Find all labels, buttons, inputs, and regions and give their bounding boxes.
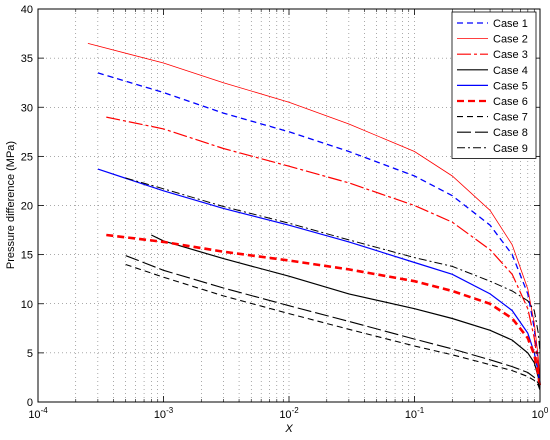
x-tick-label: 10-1 bbox=[405, 406, 425, 421]
y-tick-label: 0 bbox=[27, 397, 33, 409]
series-line-case-2 bbox=[87, 43, 541, 383]
x-tick-label: 10-4 bbox=[28, 406, 48, 421]
legend: Case 1 Case 2 Case 3 Case 4 Case 5 Case 6 Case… bbox=[451, 11, 537, 159]
y-tick-label: 5 bbox=[27, 348, 33, 360]
y-tick-label: 35 bbox=[21, 53, 33, 65]
x-tick-label: 10-2 bbox=[279, 406, 299, 421]
series-line-case-1 bbox=[97, 72, 541, 383]
series-line-case-7 bbox=[125, 263, 541, 391]
y-axis-label: Pressure difference (MPa) bbox=[5, 141, 17, 269]
legend-label-case-3: Case 3 bbox=[493, 49, 528, 61]
y-tick-label: 15 bbox=[21, 250, 33, 262]
x-tick-label: 100 bbox=[532, 406, 549, 421]
y-tick-label: 40 bbox=[21, 4, 33, 16]
series-line-case-9 bbox=[125, 177, 541, 353]
legend-label-case-1: Case 1 bbox=[493, 18, 528, 30]
legend-label-case-8: Case 8 bbox=[493, 127, 528, 139]
legend-label-case-6: Case 6 bbox=[493, 96, 528, 108]
y-tick-label: 30 bbox=[21, 102, 33, 114]
series-line-case-8 bbox=[125, 255, 541, 390]
legend-label-case-7: Case 7 bbox=[493, 112, 528, 124]
series-lines bbox=[87, 43, 542, 391]
x-tick-label: 10-3 bbox=[154, 406, 174, 421]
y-tick-label: 10 bbox=[21, 299, 33, 311]
legend-label-case-4: Case 4 bbox=[493, 65, 528, 77]
legend-label-case-2: Case 2 bbox=[493, 34, 528, 46]
x-axis-label: X bbox=[284, 423, 293, 435]
y-tick-labels: 0 5 10 15 20 25 30 35 40 bbox=[21, 4, 33, 409]
legend-label-case-9: Case 9 bbox=[493, 143, 528, 155]
series-line-case-3 bbox=[106, 116, 541, 385]
series-line-case-4 bbox=[151, 234, 541, 388]
legend-label-case-5: Case 5 bbox=[493, 80, 528, 92]
y-tick-label: 25 bbox=[21, 151, 33, 163]
x-tick-labels: 10-4 10-3 10-2 10-1 100 bbox=[28, 406, 549, 421]
y-tick-label: 20 bbox=[21, 201, 33, 213]
